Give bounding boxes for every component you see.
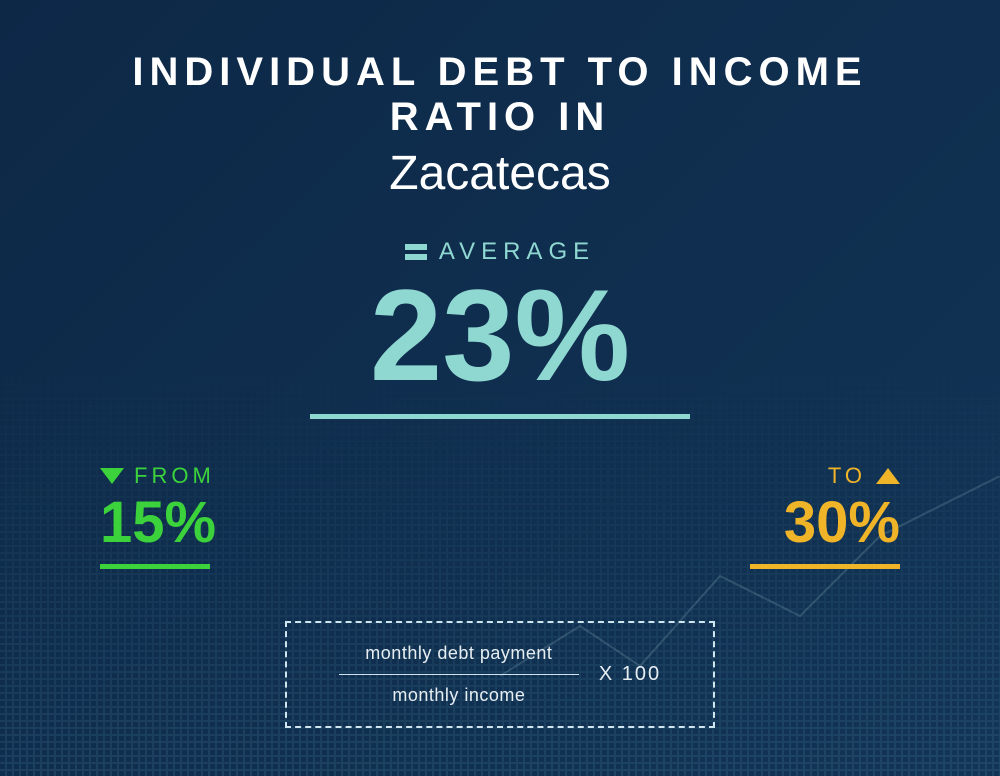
- formula-numerator: monthly debt payment: [365, 643, 552, 664]
- formula-multiplier: X 100: [599, 663, 661, 686]
- average-block: AVERAGE 23%: [70, 237, 930, 419]
- to-value: 30%: [750, 493, 900, 554]
- infographic-container: INDIVIDUAL DEBT TO INCOME RATIO IN Zacat…: [0, 0, 1000, 776]
- formula-fraction: monthly debt payment monthly income: [339, 643, 579, 707]
- fraction-line: [339, 674, 579, 676]
- triangle-up-icon: [876, 468, 900, 484]
- from-block: FROM 15%: [100, 463, 216, 569]
- average-underline: [310, 414, 690, 419]
- to-block: TO 30%: [750, 463, 900, 569]
- to-label: TO: [828, 463, 866, 489]
- range-row: FROM 15% TO 30%: [70, 463, 930, 569]
- from-underline: [100, 564, 210, 569]
- to-underline: [750, 564, 900, 569]
- to-label-row: TO: [828, 463, 900, 489]
- average-value: 23%: [70, 270, 930, 400]
- from-value: 15%: [100, 493, 216, 554]
- formula-denominator: monthly income: [392, 685, 525, 706]
- from-label-row: FROM: [100, 463, 215, 489]
- triangle-down-icon: [100, 468, 124, 484]
- from-label: FROM: [134, 463, 215, 489]
- title-line-2: Zacatecas: [70, 146, 930, 201]
- title-line-1: INDIVIDUAL DEBT TO INCOME RATIO IN: [70, 50, 930, 140]
- formula-box: monthly debt payment monthly income X 10…: [285, 621, 715, 729]
- equals-icon: [405, 244, 427, 260]
